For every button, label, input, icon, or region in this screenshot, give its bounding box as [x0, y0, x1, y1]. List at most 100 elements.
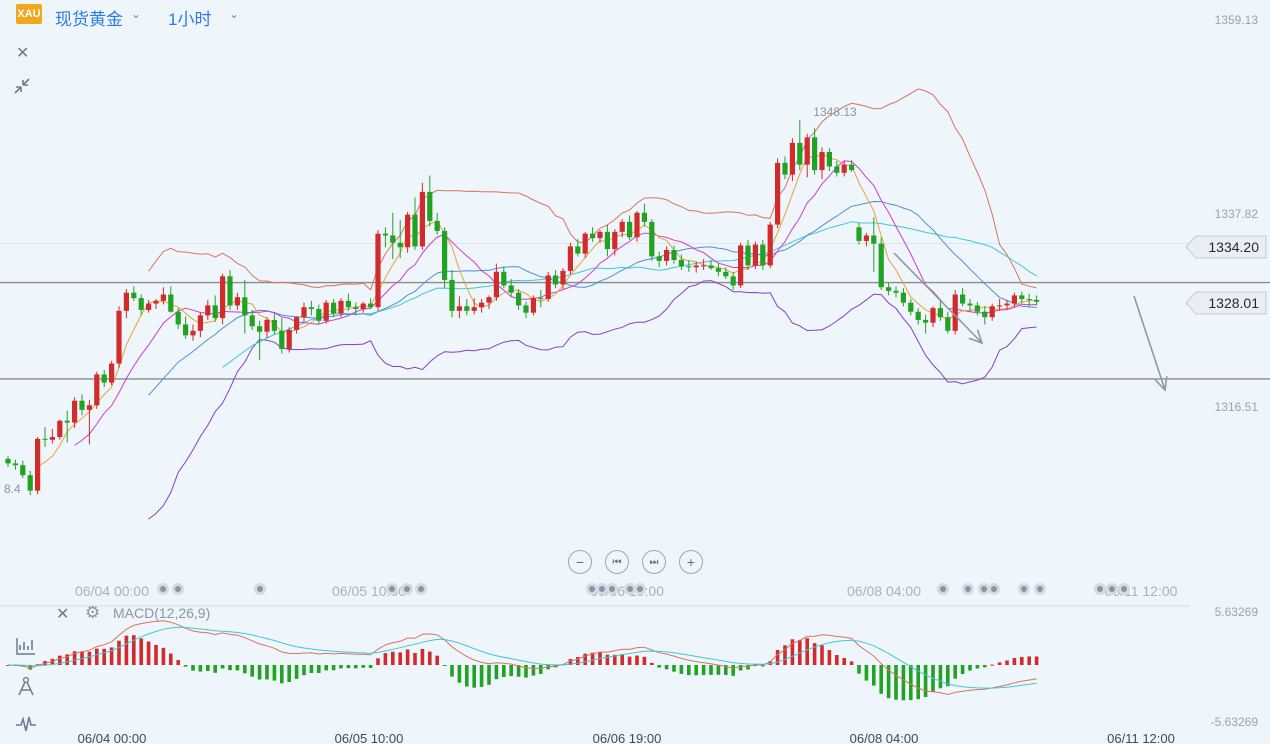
candle-body	[227, 276, 233, 306]
candle-body	[42, 438, 48, 440]
close-icon[interactable]: ✕	[16, 45, 30, 62]
bottom-x-axis-label: 06/05 10:00	[335, 731, 404, 744]
macd-histogram-bar	[627, 656, 632, 665]
candle-body	[819, 151, 825, 171]
macd-histogram-bar	[494, 665, 499, 680]
event-marker-dot	[1021, 586, 1027, 592]
macd-histogram-bar	[176, 660, 180, 665]
candle-body	[49, 437, 55, 440]
candle-body	[656, 256, 662, 261]
macd-histogram-bar	[1020, 656, 1024, 665]
symbol-name[interactable]: 现货黄金	[55, 10, 123, 29]
candle-body	[338, 300, 344, 314]
gear-icon[interactable]: ⚙	[85, 603, 101, 622]
macd-histogram-bar	[842, 658, 846, 665]
candle-body	[952, 294, 958, 331]
macd-histogram-bar	[509, 665, 513, 677]
zoom-out-button[interactable]: −	[568, 550, 592, 574]
high-annotation: 1348.13	[813, 105, 857, 119]
candle-body	[212, 305, 218, 319]
candle-body	[323, 302, 329, 321]
price-tag-box	[1185, 235, 1267, 259]
candle-body	[619, 221, 625, 232]
candle-body	[760, 244, 766, 266]
macd-histogram-bar	[701, 665, 706, 676]
macd-histogram-bar	[879, 665, 883, 694]
candle-body	[723, 271, 729, 277]
candle-body	[967, 303, 973, 306]
macd-histogram-bar	[820, 645, 824, 665]
candle-body	[997, 305, 1003, 307]
macd-histogram-bar	[790, 639, 795, 665]
macd-label: MACD(12,26,9)	[113, 605, 211, 621]
event-marker-dot	[257, 586, 263, 592]
candle-body	[930, 308, 936, 323]
macd-histogram-bar	[975, 665, 980, 669]
macd-histogram-bar	[228, 665, 232, 671]
macd-histogram-bar	[613, 654, 617, 665]
macd-histogram-bar	[864, 665, 869, 681]
candle-body	[604, 231, 610, 250]
bottom-x-axis-label: 06/08 04:00	[850, 731, 919, 744]
candle-body	[597, 231, 603, 239]
macd-histogram-bar	[746, 665, 750, 670]
candle-body	[856, 227, 862, 241]
macd-histogram-bar	[457, 665, 462, 683]
bollinger-upper-line	[148, 88, 1037, 291]
symbol-badge[interactable]: XAU	[16, 4, 42, 24]
candle-body	[5, 458, 11, 464]
trend-arrow-down-head	[968, 329, 984, 345]
event-marker-dot	[965, 586, 971, 592]
macd-histogram-bar	[346, 665, 351, 669]
event-marker-dot	[991, 586, 997, 592]
chart-type-icon[interactable]	[12, 633, 40, 659]
event-marker-dot	[627, 586, 633, 592]
bottom-x-axis-label: 06/06 19:00	[593, 731, 662, 744]
macd-histogram-bar	[516, 665, 521, 677]
collapse-icon[interactable]	[13, 77, 31, 100]
candle-body	[501, 271, 507, 286]
close-indicator-icon[interactable]: ✕	[56, 606, 70, 623]
x-axis-label: 06/08 04:00	[847, 583, 921, 599]
macd-histogram-bar	[798, 639, 802, 665]
trend-arrow-down	[893, 252, 983, 344]
trend-arrow-down	[1133, 295, 1166, 391]
macd-histogram-bar	[117, 640, 121, 665]
macd-histogram-bar	[805, 638, 809, 665]
candle-body	[745, 245, 751, 266]
scroll-to-end-button[interactable]: ⏭	[642, 550, 666, 574]
candle-body	[701, 265, 707, 267]
indicator-icon[interactable]	[12, 711, 40, 737]
scroll-to-start-button[interactable]: ⏮	[605, 550, 629, 574]
candle-body	[353, 307, 359, 310]
macd-histogram-bar	[731, 665, 735, 676]
macd-histogram-bar	[161, 647, 166, 665]
candle-body	[101, 374, 107, 383]
ma-mid-line	[74, 160, 1037, 446]
candle-body	[456, 306, 462, 311]
event-marker-dot	[981, 586, 987, 592]
macd-histogram-bar	[590, 652, 595, 665]
chevron-down-icon[interactable]: ⌄	[229, 7, 240, 21]
candle-body	[545, 275, 551, 300]
candle-body	[627, 221, 633, 238]
macd-histogram-bar	[775, 649, 780, 665]
period-selector[interactable]: 1小时	[168, 10, 212, 29]
macd-histogram-bar	[413, 653, 417, 665]
macd-histogram-bar	[146, 641, 151, 665]
candle-body	[775, 162, 781, 225]
candle-body	[900, 292, 906, 303]
macd-histogram-bar	[835, 655, 839, 665]
macd-histogram-bar	[997, 662, 1002, 665]
candle-body	[693, 265, 699, 268]
zoom-in-button[interactable]: +	[679, 550, 703, 574]
macd-histogram-bar	[923, 665, 928, 698]
macd-histogram-bar	[916, 665, 920, 700]
event-marker-dot	[160, 586, 166, 592]
chevron-down-icon[interactable]: ⌄	[131, 7, 142, 21]
macd-histogram-bar	[302, 665, 306, 676]
macd-histogram-bar	[531, 665, 536, 676]
macd-histogram-bar	[442, 665, 447, 666]
drawing-tool-icon[interactable]	[12, 673, 40, 699]
